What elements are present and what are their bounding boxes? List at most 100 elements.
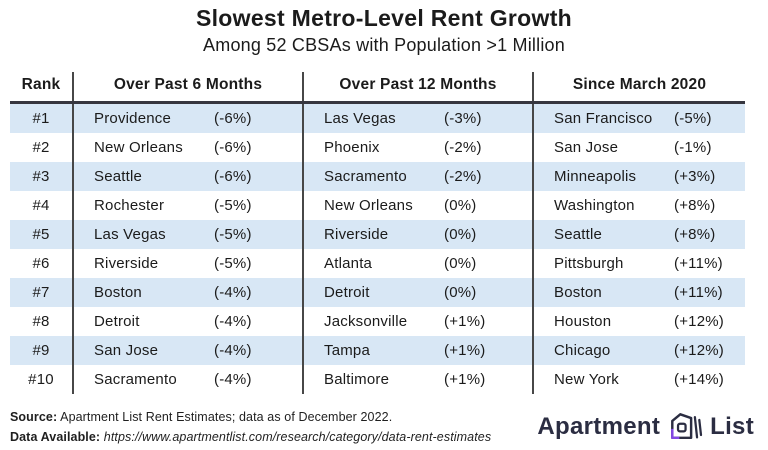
since-2020-cell: Boston (+11%)	[533, 278, 745, 307]
six-month-cell: Boston (-4%)	[73, 278, 304, 307]
pct-label: (-5%)	[674, 110, 712, 127]
apartment-list-house-icon	[666, 411, 704, 443]
pct-label: (-4%)	[214, 284, 252, 301]
source-text: Apartment List Rent Estimates; data as o…	[57, 410, 393, 424]
table-row: #10 Sacramento (-4%) Baltimore (+1%) New…	[10, 365, 745, 394]
rank-label: #2	[32, 139, 50, 156]
rank-cell: #1	[10, 102, 74, 133]
header-rank: Rank	[10, 72, 74, 104]
data-available-line: Data Available: https://www.apartmentlis…	[10, 427, 491, 447]
rank-label: #3	[32, 168, 50, 185]
rent-growth-table: Rank Over Past 6 Months Over Past 12 Mon…	[10, 72, 745, 394]
city-label: Pittsburgh	[554, 255, 624, 272]
rank-cell: #2	[10, 133, 74, 162]
header-since-march-2020: Since March 2020	[533, 72, 745, 104]
data-available-label: Data Available:	[10, 430, 101, 444]
city-label: Riverside	[94, 255, 159, 272]
since-2020-cell: San Francisco (-5%)	[533, 102, 745, 133]
table-row: #8 Detroit (-4%) Jacksonville (+1%) Hous…	[10, 307, 745, 336]
pct-label: (+11%)	[674, 255, 723, 272]
pct-label: (+1%)	[444, 313, 486, 330]
city-label: New York	[554, 371, 619, 388]
pct-label: (0%)	[444, 226, 477, 243]
rank-label: #7	[32, 284, 50, 301]
pct-label: (0%)	[444, 255, 477, 272]
since-2020-cell: Chicago (+12%)	[533, 336, 745, 365]
city-label: San Jose	[554, 139, 619, 156]
table-body: #1 Providence (-6%) Las Vegas (-3%) San …	[10, 102, 745, 394]
pct-label: (-4%)	[214, 371, 252, 388]
rank-cell: #10	[10, 365, 74, 394]
rank-cell: #9	[10, 336, 74, 365]
six-month-cell: Riverside (-5%)	[73, 249, 304, 278]
city-label: Las Vegas	[324, 110, 396, 127]
pct-label: (+8%)	[674, 197, 716, 214]
twelve-month-cell: Jacksonville (+1%)	[303, 307, 534, 336]
city-label: Baltimore	[324, 371, 390, 388]
header-six-months: Over Past 6 Months	[73, 72, 304, 104]
table-row: #6 Riverside (-5%) Atlanta (0%) Pittsbur…	[10, 249, 745, 278]
since-2020-cell: Minneapolis (+3%)	[533, 162, 745, 191]
page-title: Slowest Metro-Level Rent Growth	[195, 5, 573, 31]
city-label: Washington	[554, 197, 635, 214]
city-label: Sacramento	[94, 371, 177, 388]
source-line: Source: Apartment List Rent Estimates; d…	[10, 407, 491, 427]
logo-word-list: List	[710, 413, 754, 440]
twelve-month-cell: New Orleans (0%)	[303, 191, 534, 220]
twelve-month-cell: Riverside (0%)	[303, 220, 534, 249]
city-label: Phoenix	[324, 139, 380, 156]
six-month-cell: Sacramento (-4%)	[73, 365, 304, 394]
table-row: #2 New Orleans (-6%) Phoenix (-2%) San J…	[10, 133, 745, 162]
pct-label: (+11%)	[674, 284, 723, 301]
table-row: #5 Las Vegas (-5%) Riverside (0%) Seattl…	[10, 220, 745, 249]
pct-label: (-3%)	[444, 110, 482, 127]
pct-label: (+1%)	[444, 342, 486, 359]
pct-label: (-2%)	[444, 139, 482, 156]
city-label: Providence	[94, 110, 172, 127]
pct-label: (+12%)	[674, 313, 724, 330]
pct-label: (+3%)	[674, 168, 716, 185]
header-twelve-months: Over Past 12 Months	[303, 72, 534, 104]
pct-label: (+8%)	[674, 226, 716, 243]
city-label: Rochester	[94, 197, 165, 214]
since-2020-cell: San Jose (-1%)	[533, 133, 745, 162]
since-2020-cell: Pittsburgh (+11%)	[533, 249, 745, 278]
twelve-month-cell: Phoenix (-2%)	[303, 133, 534, 162]
city-label: New Orleans	[324, 197, 413, 214]
city-label: Boston	[554, 284, 602, 301]
footer-notes: Source: Apartment List Rent Estimates; d…	[10, 407, 491, 447]
rank-label: #1	[32, 110, 50, 127]
source-label: Source:	[10, 410, 58, 424]
table-row: #4 Rochester (-5%) New Orleans (0%) Wash…	[10, 191, 745, 220]
rank-label: #5	[32, 226, 50, 243]
header-row: Rank Over Past 6 Months Over Past 12 Mon…	[10, 72, 745, 104]
six-month-cell: Las Vegas (-5%)	[73, 220, 304, 249]
city-label: Atlanta	[324, 255, 373, 272]
twelve-month-cell: Las Vegas (-3%)	[303, 102, 534, 133]
twelve-month-cell: Tampa (+1%)	[303, 336, 534, 365]
pct-label: (-2%)	[444, 168, 482, 185]
twelve-month-cell: Atlanta (0%)	[303, 249, 534, 278]
pct-label: (0%)	[444, 284, 477, 301]
city-label: Chicago	[554, 342, 611, 359]
six-month-cell: Rochester (-5%)	[73, 191, 304, 220]
pct-label: (+1%)	[444, 371, 486, 388]
six-month-cell: Seattle (-6%)	[73, 162, 304, 191]
pct-label: (-6%)	[214, 110, 252, 127]
city-label: Seattle	[554, 226, 603, 243]
city-label: Seattle	[94, 168, 143, 185]
page-subtitle: Among 52 CBSAs with Population >1 Millio…	[203, 35, 565, 55]
city-label: San Jose	[94, 342, 159, 359]
six-month-cell: San Jose (-4%)	[73, 336, 304, 365]
pct-label: (+14%)	[674, 371, 724, 388]
pct-label: (+12%)	[674, 342, 724, 359]
rank-label: #9	[32, 342, 50, 359]
pct-label: (-6%)	[214, 168, 252, 185]
rank-label: #8	[32, 313, 50, 330]
rank-label: #4	[32, 197, 50, 214]
since-2020-cell: Washington (+8%)	[533, 191, 745, 220]
rank-cell: #3	[10, 162, 74, 191]
pct-label: (-5%)	[214, 255, 252, 272]
city-label: Boston	[94, 284, 142, 301]
